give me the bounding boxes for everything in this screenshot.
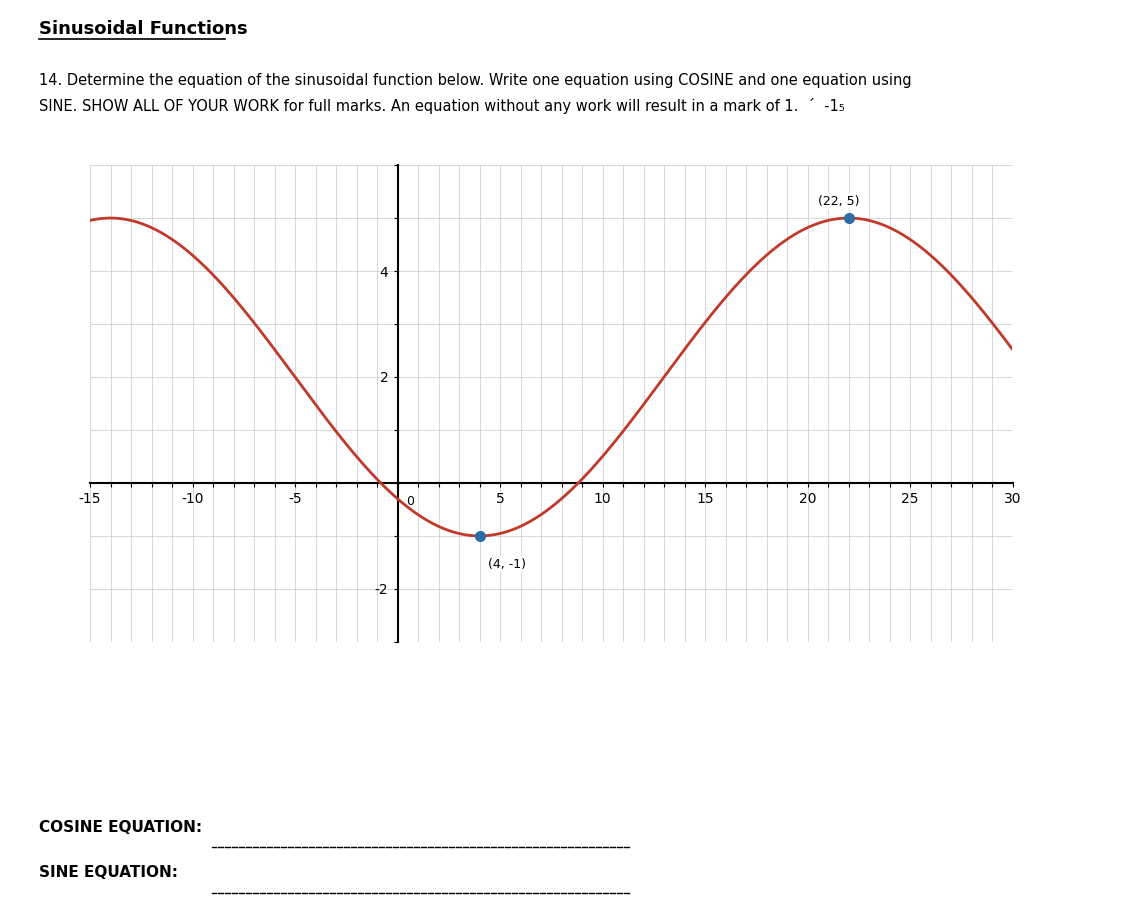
Text: SINE. SHOW ALL OF YOUR WORK for full marks. An equation without any work will re: SINE. SHOW ALL OF YOUR WORK for full mar… bbox=[39, 98, 845, 114]
Text: COSINE EQUATION:: COSINE EQUATION: bbox=[39, 820, 202, 834]
Text: (4, -1): (4, -1) bbox=[488, 558, 525, 570]
Text: (22, 5): (22, 5) bbox=[818, 194, 860, 208]
Text: SINE EQUATION:: SINE EQUATION: bbox=[39, 866, 179, 880]
Text: 0: 0 bbox=[406, 494, 414, 508]
Text: 14. Determine the equation of the sinusoidal function below. Write one equation : 14. Determine the equation of the sinuso… bbox=[39, 73, 912, 88]
Text: Sinusoidal Functions: Sinusoidal Functions bbox=[39, 20, 248, 39]
